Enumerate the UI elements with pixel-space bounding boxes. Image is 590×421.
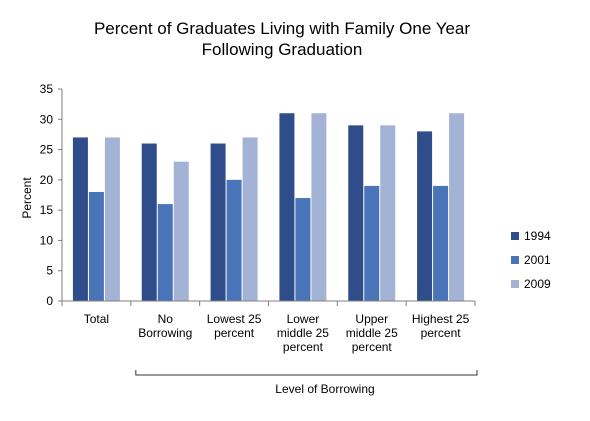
bar-2001 [433,185,449,301]
x-tick-label: Lowest 25 [207,312,262,326]
bar-1994 [72,137,88,301]
x-tick-label: middle 25 [346,326,398,340]
bar-2009 [173,161,189,301]
x-tick-label: Highest 25 [412,312,470,326]
bar-1994 [348,125,364,301]
bar-2009 [449,113,465,301]
legend: 1994 2001 2009 [511,229,551,291]
bar-2001 [157,204,173,301]
bar-2009 [311,113,327,301]
x-tick-label: Borrowing [138,326,192,340]
x-axis-label: Level of Borrowing [275,382,374,396]
bar-2009 [104,137,120,301]
y-tick-label: 30 [40,112,54,126]
bar-2001 [295,198,311,301]
y-tick-label: 20 [40,173,54,187]
legend-swatch-1994 [511,232,519,240]
legend-label: 2009 [524,277,551,291]
chart-title-line: Percent of Graduates Living with Family … [94,19,470,38]
y-tick-label: 25 [40,143,54,157]
x-tick-label: middle 25 [277,326,329,340]
x-tick-label: percent [352,340,393,354]
y-tick-label: 10 [40,233,54,247]
y-tick-label: 5 [46,264,53,278]
legend-swatch-2001 [511,256,519,264]
legend-swatch-2009 [511,280,519,288]
y-tick-label: 15 [40,203,54,217]
y-axis: 0 5 10 15 20 25 30 35 [40,82,63,308]
bar-1994 [141,143,157,301]
bar-1994 [210,143,226,301]
bracket-line [135,370,478,376]
x-tick-label: Upper [355,312,388,326]
bar-2001 [364,185,380,301]
bar-1994 [417,131,433,301]
bar-2009 [242,137,258,301]
y-tick-label: 35 [40,82,54,96]
bar-2001 [88,191,104,301]
bar-2001 [226,179,242,301]
x-tick-label: Total [84,312,109,326]
bars [72,113,465,301]
x-tick-label: Lower [287,312,320,326]
y-axis-label: Percent [20,177,34,219]
chart-title-line: Following Graduation [202,40,363,59]
x-axis-group-bracket [135,370,478,376]
x-tick-label: percent [283,340,324,354]
bar-1994 [279,113,295,301]
x-tick-label: No [158,312,174,326]
y-tick-label: 0 [46,294,53,308]
x-tick-label: percent [421,326,462,340]
x-tick-label: percent [214,326,255,340]
chart-title: Percent of Graduates Living with Family … [94,19,470,59]
legend-label: 1994 [524,229,551,243]
legend-label: 2001 [524,253,551,267]
bar-2009 [380,125,396,301]
